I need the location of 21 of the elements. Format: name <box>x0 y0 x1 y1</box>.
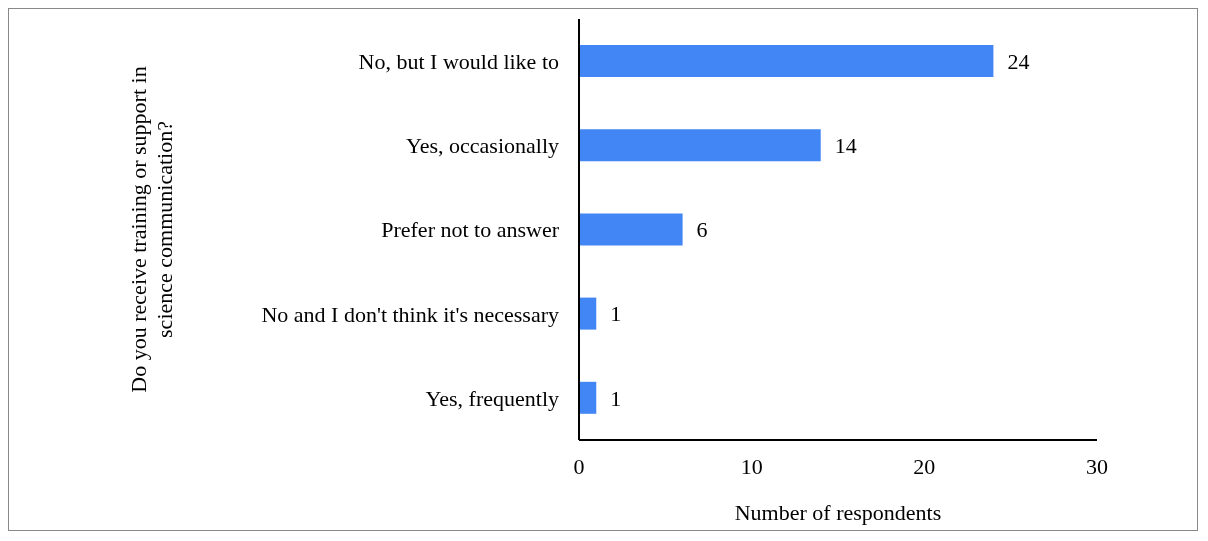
data-label: 14 <box>834 133 857 159</box>
bar <box>579 381 597 414</box>
y-tick-label: No, but I would like to <box>358 48 559 74</box>
bar <box>579 297 597 330</box>
x-tick-label: 0 <box>573 453 585 479</box>
x-axis-title: Number of respondents <box>734 500 942 525</box>
x-tick-label: 10 <box>740 453 763 479</box>
data-label: 6 <box>696 217 708 243</box>
y-tick-label: Yes, frequently <box>425 385 559 411</box>
bar <box>579 129 821 162</box>
x-tick-label: 30 <box>1086 453 1108 479</box>
data-label: 24 <box>1007 48 1030 74</box>
bar <box>579 45 994 77</box>
y-tick-label: Yes, occasionally <box>406 133 559 159</box>
data-label: 1 <box>610 385 622 411</box>
bar <box>579 213 683 246</box>
y-tick-label: No and I don't think it's necessary <box>261 301 559 327</box>
x-tick-label: 20 <box>913 453 936 479</box>
y-tick-label: Prefer not to answer <box>381 217 560 243</box>
y-axis-title: Do you receive training or support in science communication? <box>126 66 177 393</box>
data-label: 1 <box>610 301 622 327</box>
